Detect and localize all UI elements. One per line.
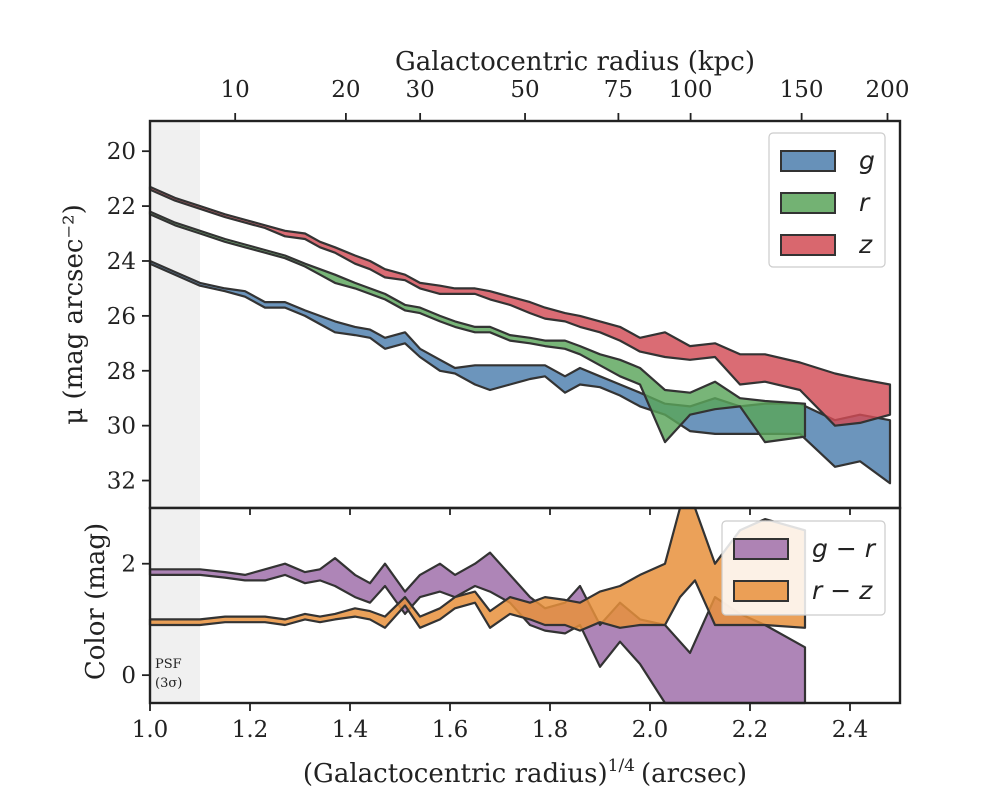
y-tick-label: 28 bbox=[107, 359, 136, 385]
surface-brightness-axis-title: μ (mag arcsec⁻²) bbox=[59, 204, 89, 424]
x-tick-label: 1.4 bbox=[332, 717, 369, 743]
legend-label: r − z bbox=[812, 576, 873, 605]
color-y-tick-label: 2 bbox=[121, 552, 136, 578]
x-tick-label: 1.2 bbox=[232, 717, 269, 743]
x-axis-title-unit: (arcsec) bbox=[641, 759, 747, 789]
band-r-minus-z bbox=[148, 506, 807, 632]
color-y-tick-label: 0 bbox=[121, 663, 136, 689]
x-axis-title: (Galactocentric radius)1/4 (arcsec) bbox=[303, 756, 747, 789]
psf-shaded-region bbox=[150, 508, 200, 703]
y-tick-label: 24 bbox=[107, 249, 136, 275]
x-tick-label: 1.0 bbox=[132, 717, 169, 743]
legend-label: z bbox=[858, 230, 873, 259]
top-y-ticks: 20 22 24 26 28 30 32 bbox=[107, 139, 150, 495]
surface-brightness-bands bbox=[148, 185, 892, 485]
kpc-tick-label: 50 bbox=[510, 77, 539, 103]
kpc-tick-label: 200 bbox=[866, 77, 910, 103]
kpc-tick-label: 100 bbox=[669, 77, 713, 103]
legend-label: g bbox=[859, 146, 875, 175]
kpc-tick-label: 30 bbox=[405, 77, 434, 103]
color-legend: g − r r − z bbox=[721, 520, 886, 616]
legend-swatch bbox=[733, 538, 789, 560]
y-tick-label: 22 bbox=[107, 194, 136, 220]
band-r bbox=[148, 210, 807, 444]
y-tick-label: 30 bbox=[107, 414, 136, 440]
x-tick-label: 2.4 bbox=[832, 717, 869, 743]
y-tick-label: 32 bbox=[107, 469, 136, 495]
kpc-tick-label: 150 bbox=[780, 77, 824, 103]
bottom-panel-frame bbox=[148, 506, 902, 705]
kpc-axis-title: Galactocentric radius (kpc) bbox=[395, 47, 755, 77]
legend-label: r bbox=[859, 188, 871, 217]
x-ticks: 1.0 1.2 1.4 1.6 1.8 2.0 2.2 2.4 bbox=[132, 703, 869, 743]
kpc-tick-label: 10 bbox=[221, 77, 250, 103]
y-tick-label: 26 bbox=[107, 304, 136, 330]
color-y-ticks: 02 bbox=[121, 552, 150, 689]
legend-label: g − r bbox=[812, 534, 877, 563]
x-axis-title-exponent: 1/4 bbox=[608, 756, 635, 776]
legend-swatch bbox=[780, 234, 836, 256]
psf-label: PSF bbox=[155, 657, 182, 672]
color-axis-title: Color (mag) bbox=[81, 523, 111, 680]
color-bands bbox=[148, 506, 807, 705]
legend-swatch bbox=[733, 580, 789, 602]
band-z bbox=[148, 185, 892, 427]
x-axis-title-base: (Galactocentric radius) bbox=[303, 759, 608, 789]
x-tick-label: 2.0 bbox=[632, 717, 669, 743]
legend-swatch bbox=[780, 192, 836, 214]
psf-sigma-label: (3σ) bbox=[155, 676, 182, 691]
kpc-tick-label: 75 bbox=[604, 77, 633, 103]
surface-brightness-legend: grz bbox=[768, 132, 886, 268]
x-tick-label: 1.8 bbox=[532, 717, 569, 743]
band-g bbox=[148, 259, 892, 485]
legend-swatch bbox=[780, 150, 836, 172]
x-tick-label: 1.6 bbox=[432, 717, 469, 743]
x-tick-label: 2.2 bbox=[732, 717, 769, 743]
kpc-tick-label: 20 bbox=[331, 77, 360, 103]
color-panel: 02 1.0 1.2 1.4 1.6 1.8 2.0 2.2 2.4 PSF (3σ) Col… bbox=[81, 506, 902, 789]
y-tick-label: 20 bbox=[107, 139, 136, 165]
kpc-axis-ticks: 10 20 30 50 75 100 150 200 bbox=[221, 77, 910, 121]
psf-shaded-region bbox=[150, 121, 200, 508]
surface-brightness-panel: 20 22 24 26 28 30 32 10 20 30 50 75 100 150 200 Galac… bbox=[59, 47, 909, 515]
